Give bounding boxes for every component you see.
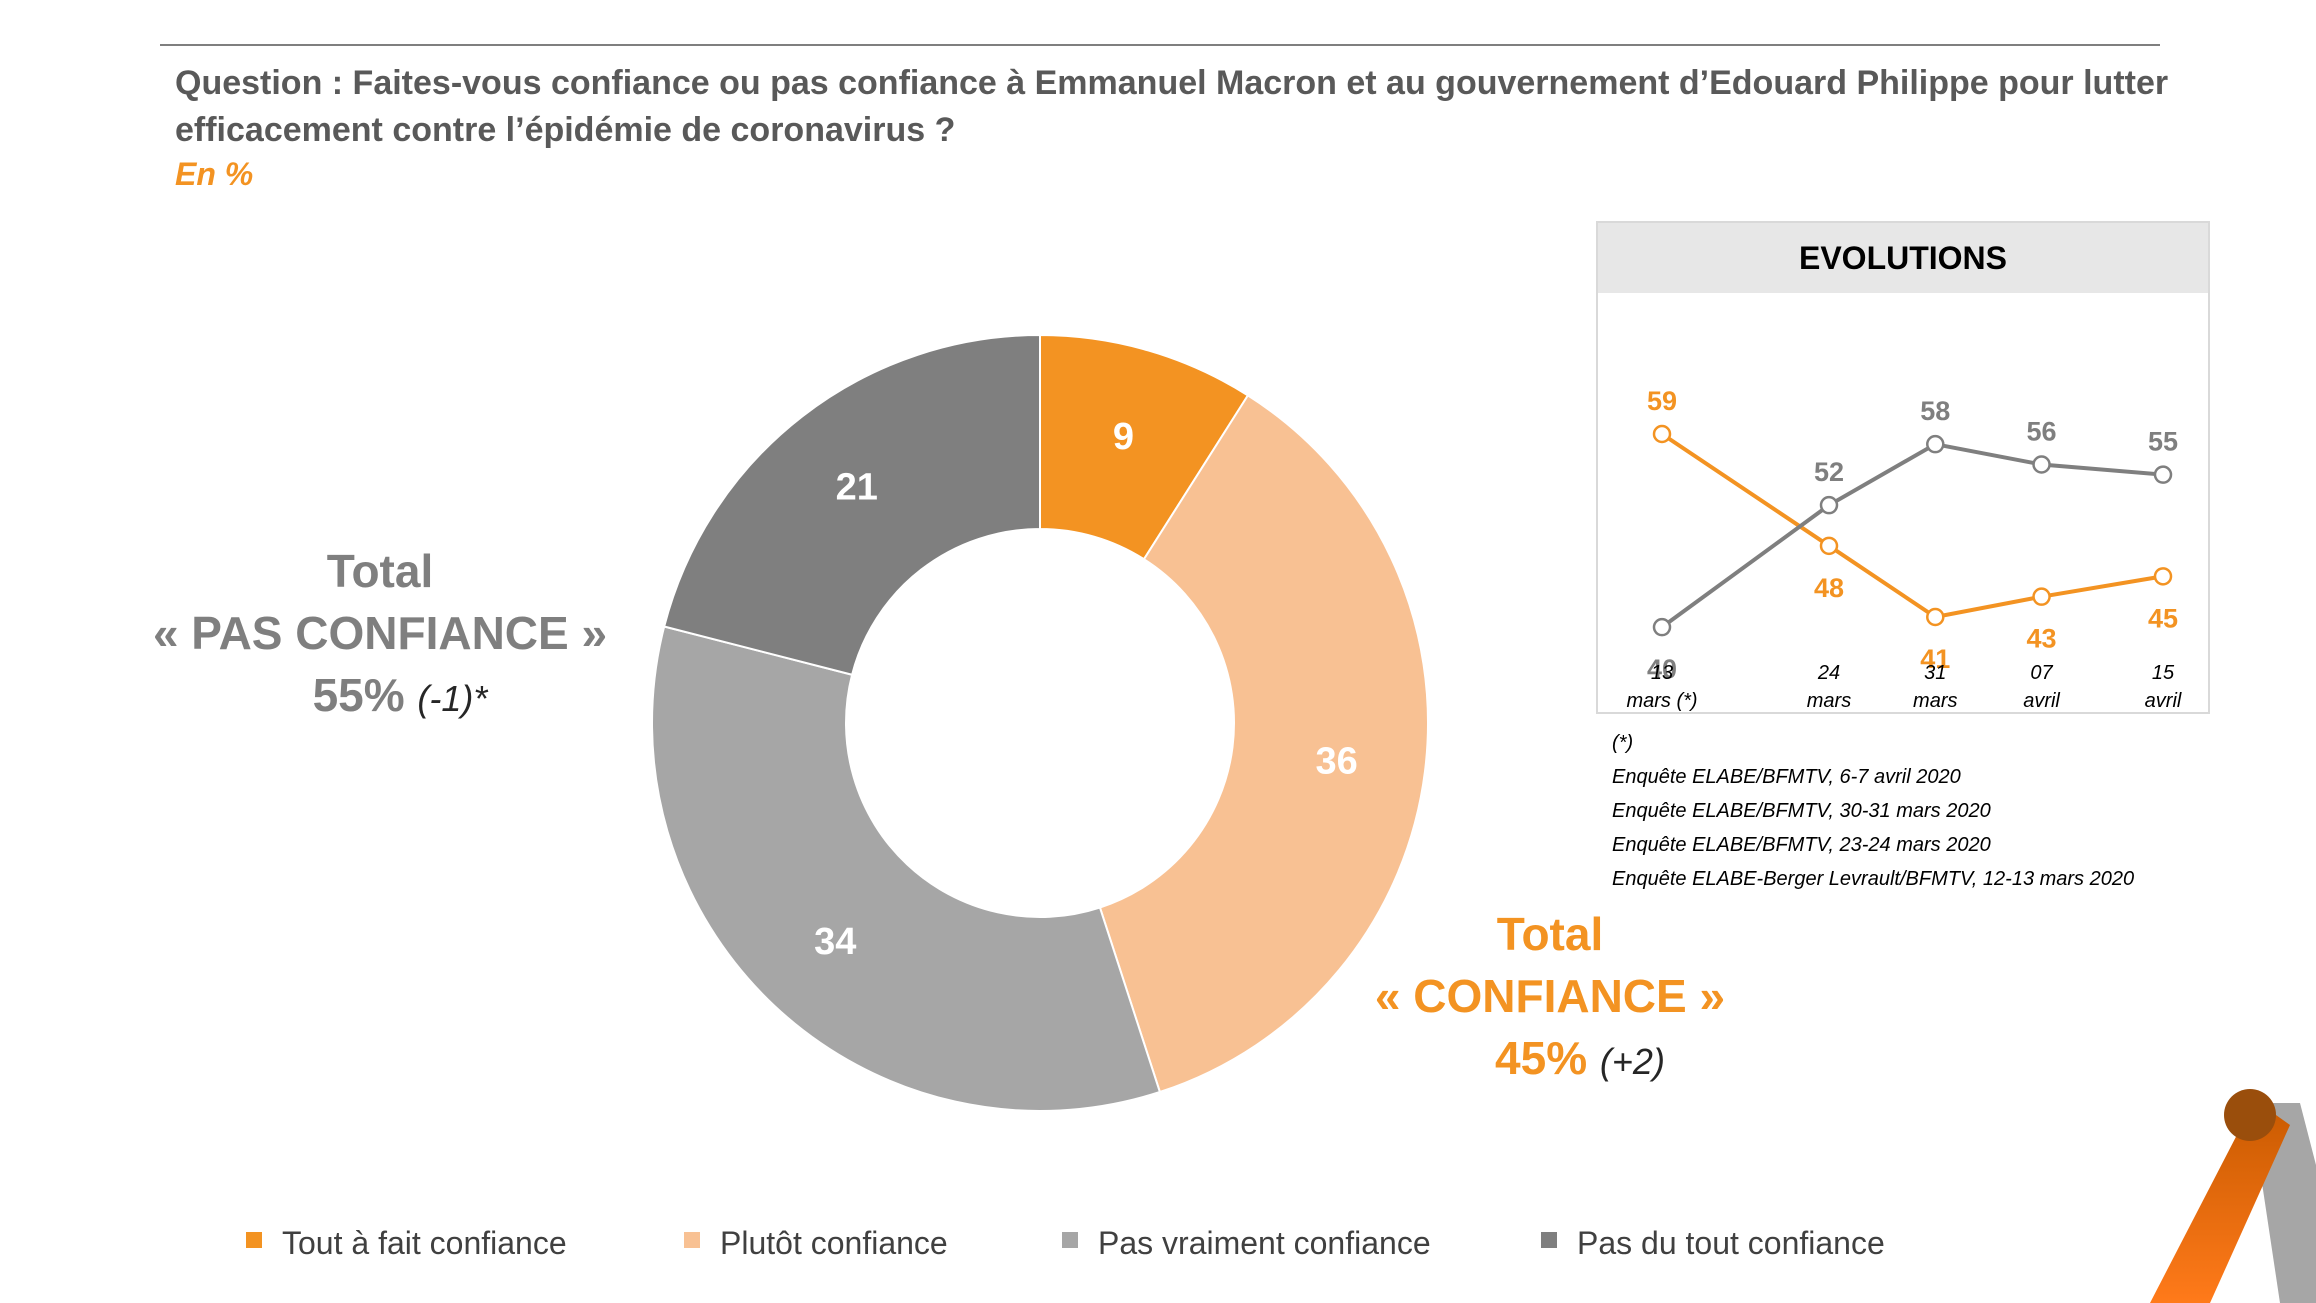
legend-swatch [1541, 1232, 1557, 1248]
total-yes-line2: « CONFIANCE » [1374, 970, 1726, 1022]
slice-label: 9 [1113, 416, 1134, 458]
evolution-value-label: 58 [1920, 396, 1950, 426]
evolution-date-label: 07 [2030, 662, 2053, 684]
evolution-point [1819, 495, 1839, 515]
evolution-value-label: 41 [1920, 644, 1950, 674]
footnote-line: Enquête ELABE/BFMTV, 23-24 mars 2020 [1612, 834, 1991, 856]
legend-label: Plutôt confiance [720, 1225, 948, 1261]
total-yes-pct: 45% [1495, 1032, 1588, 1084]
footnote-line: Enquête ELABE/BFMTV, 6-7 avril 2020 [1612, 766, 1961, 788]
legend: Tout à fait confiance Plutôt confiance P… [0, 1225, 2316, 1265]
footnotes: (*) Enquête ELABE/BFMTV, 6-7 avril 2020 … [1612, 726, 2134, 896]
legend-swatch [1062, 1232, 1078, 1248]
total-yes-change: (+2) [1599, 1041, 1665, 1082]
legend-label: Pas vraiment confiance [1098, 1225, 1431, 1261]
total-no-line2: « PAS CONFIANCE » [152, 607, 608, 659]
evolution-point [1926, 607, 1945, 627]
question-title: Question : Faites-vous confiance ou pas … [175, 64, 2169, 149]
evolution-value-label: 59 [1647, 386, 1677, 416]
top-divider [160, 44, 2160, 46]
legend-swatch [684, 1232, 700, 1248]
evolution-date-label: 31 [1924, 662, 1946, 684]
elabe-logo [2150, 1089, 2316, 1303]
evolutions-panel: EVOLUTIONS 59 48 41 43 45 40 52 58 56 55 13 mars (*… [1596, 221, 2210, 714]
slice-label: 36 [1316, 740, 1358, 782]
evolution-value-label: 40 [1647, 654, 1677, 684]
slice-label: 21 [836, 467, 878, 509]
legend-item: Pas du tout confiance [1541, 1225, 1885, 1262]
evolution-point [2153, 567, 2173, 586]
donut-slice [1098, 394, 1429, 1094]
total-no-change: (-1)* [417, 678, 488, 719]
evolution-value-label: 43 [2027, 624, 2057, 654]
unit-label: En % [175, 156, 254, 192]
total-yes-line1: Total [1496, 908, 1604, 960]
evolution-line [1660, 432, 2164, 620]
evolution-date-label: mars [1913, 690, 1957, 712]
evolution-value-label: 52 [1814, 457, 1844, 487]
evolution-date-label: 15 [2152, 662, 2175, 684]
evolution-date-label: 24 [1817, 662, 1840, 684]
legend-item: Pas vraiment confiance [1062, 1225, 1431, 1262]
evolution-date-label: mars (*) [1626, 690, 1697, 712]
evolutions-title: EVOLUTIONS [1598, 223, 2208, 293]
evolution-date-label: mars [1807, 690, 1851, 712]
evolution-date-label: avril [2145, 690, 2182, 712]
footnote-line: Enquête ELABE/BFMTV, 30-31 mars 2020 [1612, 800, 1991, 822]
evolution-value-label: 56 [2027, 417, 2057, 447]
evolution-date-label: 13 [1651, 662, 1673, 684]
evolution-point [2032, 587, 2051, 606]
evolution-point [1926, 434, 1945, 454]
total-no-pct: 55% [312, 669, 405, 721]
footnote-marker: (*) [1612, 732, 1634, 754]
evolution-point [1819, 536, 1839, 556]
evolution-value-label: 48 [1814, 573, 1844, 603]
donut-slice [662, 333, 1041, 676]
donut-slice [651, 625, 1162, 1112]
total-no-line1: Total [326, 545, 434, 597]
legend-label: Tout à fait confiance [282, 1225, 567, 1261]
legend-item: Plutôt confiance [684, 1225, 948, 1262]
legend-swatch [246, 1232, 262, 1248]
legend-item: Tout à fait confiance [246, 1225, 567, 1262]
total-confiance: Total « CONFIANCE » 45% (+2) [1340, 903, 1760, 1093]
footnote-line: Enquête ELABE-Berger Levrault/BFMTV, 12-… [1612, 868, 2135, 890]
slice-label: 34 [814, 921, 856, 963]
evolution-point [1652, 424, 1672, 444]
evolution-date-label: avril [2023, 690, 2060, 712]
total-pas-confiance: Total « PAS CONFIANCE » 55% (-1)* [140, 540, 620, 730]
evolution-line-chart: 59 48 41 43 45 40 52 58 56 55 13 mars (*) 24 mars 31 ma… [1626, 386, 2182, 712]
evolution-point [2032, 455, 2051, 474]
evolution-value-label: 55 [2148, 427, 2178, 457]
evolution-point [2153, 465, 2173, 484]
evolution-point [1652, 617, 1672, 637]
legend-label: Pas du tout confiance [1577, 1225, 1885, 1261]
evolution-value-label: 45 [2148, 603, 2178, 633]
